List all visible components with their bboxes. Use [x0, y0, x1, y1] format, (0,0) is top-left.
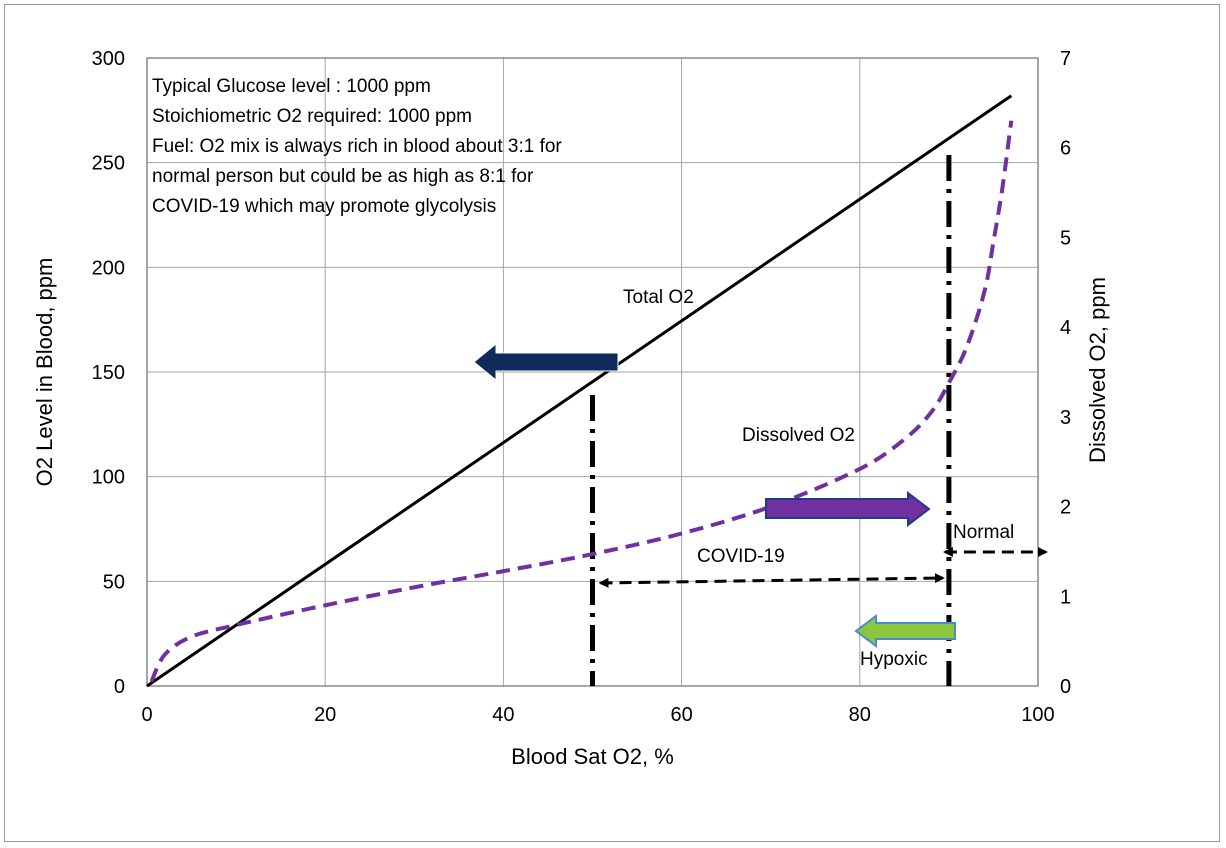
y-tick-label: 50	[103, 571, 125, 593]
total-o2-label: Total O2	[623, 287, 694, 308]
x-tick-label: 100	[1021, 704, 1054, 726]
note-line: COVID-19 which may promote glycolysis	[152, 196, 496, 217]
y-tick-label: 200	[92, 257, 125, 279]
ticks: 0 20 40 60 80 100 0 50 100 150 200 250 300 0 1 2 3 4 5 6 7	[92, 48, 1072, 726]
y2-tick-label: 7	[1060, 48, 1071, 70]
y2-tick-label: 4	[1060, 317, 1071, 339]
y2-tick-label: 0	[1060, 676, 1071, 698]
left-axis-arrow	[473, 342, 619, 382]
x-tick-label: 40	[492, 704, 514, 726]
y2-tick-label: 1	[1060, 586, 1071, 608]
y2-tick-label: 5	[1060, 227, 1071, 249]
x-tick-label: 60	[670, 704, 692, 726]
series-dissolved-o2-line	[149, 120, 1014, 683]
series-total-o2-line	[146, 94, 1013, 688]
y2-tick-label: 6	[1060, 138, 1071, 160]
covid-label: COVID-19	[697, 546, 785, 567]
y2-tick-label: 2	[1060, 497, 1071, 519]
note-line: Stoichiometric O2 required: 1000 ppm	[152, 106, 472, 127]
x-tick-label: 20	[314, 704, 336, 726]
y-tick-label: 0	[114, 676, 125, 698]
chart-frame	[4, 4, 1220, 842]
note-line: normal person but could be as high as 8:…	[152, 166, 534, 187]
note-line: Typical Glucose level : 1000 ppm	[152, 76, 431, 97]
dissolved-o2-label: Dissolved O2	[742, 425, 855, 446]
note-line: Fuel: O2 mix is always rich in blood abo…	[152, 136, 562, 157]
x-tick-label: 80	[849, 704, 871, 726]
normal-label: Normal	[953, 522, 1014, 543]
hypoxic-arrow	[854, 614, 956, 648]
y-tick-label: 100	[92, 467, 125, 489]
y-tick-label: 250	[92, 153, 125, 175]
right-axis-arrow	[765, 490, 931, 528]
note-block: Typical Glucose level : 1000 ppm Stoichi…	[152, 76, 562, 217]
y-axis-title: O2 Level in Blood, ppm	[32, 258, 57, 487]
x-axis-title: Blood Sat O2, %	[511, 744, 674, 769]
x-tick-label: 0	[141, 704, 152, 726]
covid-range-arrow	[598, 573, 945, 588]
y-tick-label: 300	[92, 48, 125, 70]
y2-tick-label: 3	[1060, 407, 1071, 429]
y-tick-label: 150	[92, 362, 125, 384]
y2-axis-title: Dissolved O2, ppm	[1085, 277, 1110, 463]
hypoxic-label: Hypoxic	[860, 649, 928, 670]
